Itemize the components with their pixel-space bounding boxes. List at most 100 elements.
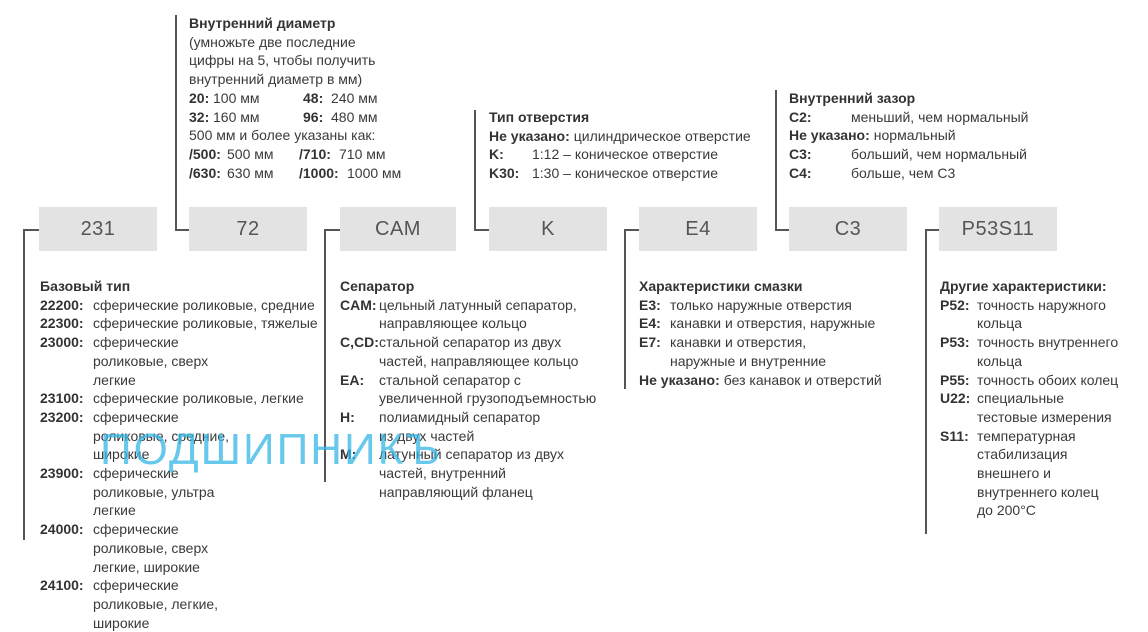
lubrication-row: E7: канавки и отверстия, наружные и внутр… bbox=[639, 333, 909, 370]
cage-code: M: bbox=[340, 446, 357, 463]
cage-row: H: полиамидный сепаратор из двух частей bbox=[340, 408, 615, 445]
base-type-desc: сферические роликовые, средние bbox=[93, 296, 315, 313]
base-type-row: 23200: сферические роликовые, средние, ши… bbox=[40, 408, 325, 464]
diameter-value: 240 мм bbox=[331, 89, 378, 106]
bore-code: Не указано: bbox=[489, 127, 570, 144]
base-type-row: 22300: сферические роликовые, тяжелые bbox=[40, 314, 325, 333]
connector-c3 bbox=[775, 90, 777, 230]
other-row: P55: точность обоих колец bbox=[940, 371, 1140, 390]
clearance-row: C2: меньший, чем нормальный bbox=[789, 108, 1049, 127]
base-type-code: 22300: bbox=[40, 315, 84, 332]
diameter-pair-row: /630: 630 мм /1000: 1000 мм bbox=[189, 164, 419, 183]
clearance-block: Внутренний зазор C2: меньший, чем нормал… bbox=[789, 89, 1049, 183]
clearance-code: C3: bbox=[789, 146, 812, 163]
base-type-desc: сферические роликовые, сверх легкие, шир… bbox=[93, 521, 209, 575]
lubrication-code: E3: bbox=[639, 296, 661, 313]
code-box-other: P53S11 bbox=[939, 207, 1057, 251]
lubrication-block: Характеристики смазки E3: только наружные… bbox=[639, 277, 909, 389]
diameter-code: /710: bbox=[299, 145, 331, 162]
lubrication-desc: канавки и отверстия, наружные bbox=[670, 315, 876, 332]
cage-code: EA: bbox=[340, 371, 365, 388]
connector-k-h bbox=[474, 229, 489, 231]
bore-row: K: 1:12 – коническое отверстие bbox=[489, 145, 759, 164]
other-row: P53: точность внутреннего кольца bbox=[940, 333, 1140, 370]
other-block: Другие характеристики: P52: точность нару… bbox=[940, 277, 1140, 520]
clearance-code: Не указано: bbox=[789, 127, 870, 144]
diameter-code: 20: bbox=[189, 89, 210, 106]
other-title: Другие характеристики: bbox=[940, 278, 1107, 294]
cage-row: CAM: цельный латунный сепаратор, направля… bbox=[340, 296, 615, 333]
bore-desc: цилиндрическое отверстие bbox=[573, 127, 751, 144]
diameter-code: 96: bbox=[303, 108, 324, 125]
clearance-row: C3: больший, чем нормальный bbox=[789, 145, 1049, 164]
connector-p53s11-h bbox=[925, 229, 939, 231]
diameter-value: 1000 мм bbox=[347, 164, 402, 181]
bore-type-block: Тип отверстия Не указано: цилиндрическое… bbox=[489, 108, 759, 183]
lubrication-code: Не указано: bbox=[639, 371, 720, 388]
bore-code: K: bbox=[489, 146, 504, 163]
diameter-code: /630: bbox=[189, 164, 221, 181]
diameter-value: 160 мм bbox=[213, 108, 260, 125]
other-desc: точность внутреннего кольца bbox=[977, 334, 1119, 369]
other-code: P52: bbox=[940, 296, 970, 313]
cage-desc: полиамидный сепаратор из двух частей bbox=[379, 408, 541, 444]
connector-k bbox=[474, 110, 476, 230]
watermark-logo: ПОДШИПНИКЪ bbox=[100, 425, 443, 474]
connector-231-h bbox=[23, 229, 39, 231]
connector-72 bbox=[175, 15, 177, 230]
cage-block: Сепаратор CAM: цельный латунный сепаратор… bbox=[340, 277, 615, 501]
base-type-desc: сферические роликовые, ультра легкие bbox=[93, 465, 215, 519]
diameter-code: 32: bbox=[189, 108, 210, 125]
cage-title: Сепаратор bbox=[340, 278, 415, 294]
base-type-row: 23100: сферические роликовые, легкие bbox=[40, 389, 325, 408]
diameter-value: 480 мм bbox=[331, 108, 378, 125]
base-type-title: Базовый тип bbox=[40, 278, 131, 294]
connector-e4-h bbox=[624, 229, 639, 231]
clearance-desc: больше, чем C3 bbox=[851, 164, 956, 181]
base-type-row: 22200: сферические роликовые, средние bbox=[40, 296, 325, 315]
diameter-pair-row: 20: 100 мм 48: 240 мм bbox=[189, 89, 419, 108]
cage-code: CAM: bbox=[340, 296, 377, 313]
code-box-clearance: C3 bbox=[789, 207, 907, 251]
other-desc: точность обоих колец bbox=[977, 371, 1119, 388]
bore-code: K30: bbox=[489, 165, 520, 182]
other-desc: точность наружного кольца bbox=[977, 296, 1106, 332]
base-type-row: 23900: сферические роликовые, ультра легк… bbox=[40, 464, 325, 520]
lubrication-row: Не указано: без канавок и отверстий bbox=[639, 371, 909, 390]
diameter-pair-row: 32: 160 мм 96: 480 мм bbox=[189, 108, 419, 127]
connector-p53s11 bbox=[925, 229, 927, 534]
connector-72-h bbox=[175, 229, 189, 231]
cage-row: EA: стальной сепаратор с увеличенной груз… bbox=[340, 371, 615, 408]
diameter-code: /500: bbox=[189, 145, 221, 162]
base-type-code: 22200: bbox=[40, 296, 84, 313]
bore-desc: 1:12 – коническое отверстие bbox=[532, 146, 719, 163]
base-type-desc: сферические роликовые, легкие, широкие bbox=[93, 577, 219, 631]
cage-row: M: латунный сепаратор из двух частей, вну… bbox=[340, 445, 615, 501]
cage-desc: стальной сепаратор из двух частей, напра… bbox=[379, 334, 579, 369]
other-code: U22: bbox=[940, 390, 971, 407]
base-type-code: 24000: bbox=[40, 521, 84, 538]
other-desc: температурная стабилизация внешнего и вн… bbox=[977, 427, 1099, 519]
diameter-code: 48: bbox=[303, 89, 324, 106]
base-type-desc: сферические роликовые, легкие bbox=[93, 390, 304, 407]
connector-c3-h bbox=[775, 229, 789, 231]
code-box-base: 231 bbox=[39, 207, 157, 251]
base-type-code: 23100: bbox=[40, 390, 84, 407]
clearance-row: Не указано: нормальный bbox=[789, 126, 1049, 145]
other-code: S11: bbox=[940, 427, 969, 444]
lubrication-desc: канавки и отверстия, наружные и внутренн… bbox=[670, 334, 827, 369]
inner-diameter-note: (умножьте две последние цифры на 5, чтоб… bbox=[189, 33, 376, 88]
cage-row: C,CD: стальной сепаратор из двух частей, … bbox=[340, 333, 615, 370]
clearance-desc: больший, чем нормальный bbox=[851, 146, 1027, 163]
lubrication-code: E4: bbox=[639, 315, 661, 332]
code-box-diameter: 72 bbox=[189, 207, 307, 251]
base-type-row: 23000: сферические роликовые, сверх легки… bbox=[40, 333, 325, 389]
connector-cam-h bbox=[324, 229, 340, 231]
diameter-value: 710 мм bbox=[339, 145, 386, 162]
base-type-desc: сферические роликовые, сверх легкие bbox=[93, 334, 209, 388]
diameter-value: 500 мм bbox=[227, 145, 274, 162]
inner-diameter-title: Внутренний диаметр bbox=[189, 15, 336, 31]
lubrication-desc: только наружные отверстия bbox=[670, 296, 852, 313]
base-type-desc: сферические роликовые, тяжелые bbox=[93, 315, 318, 332]
code-box-bore: K bbox=[489, 207, 607, 251]
